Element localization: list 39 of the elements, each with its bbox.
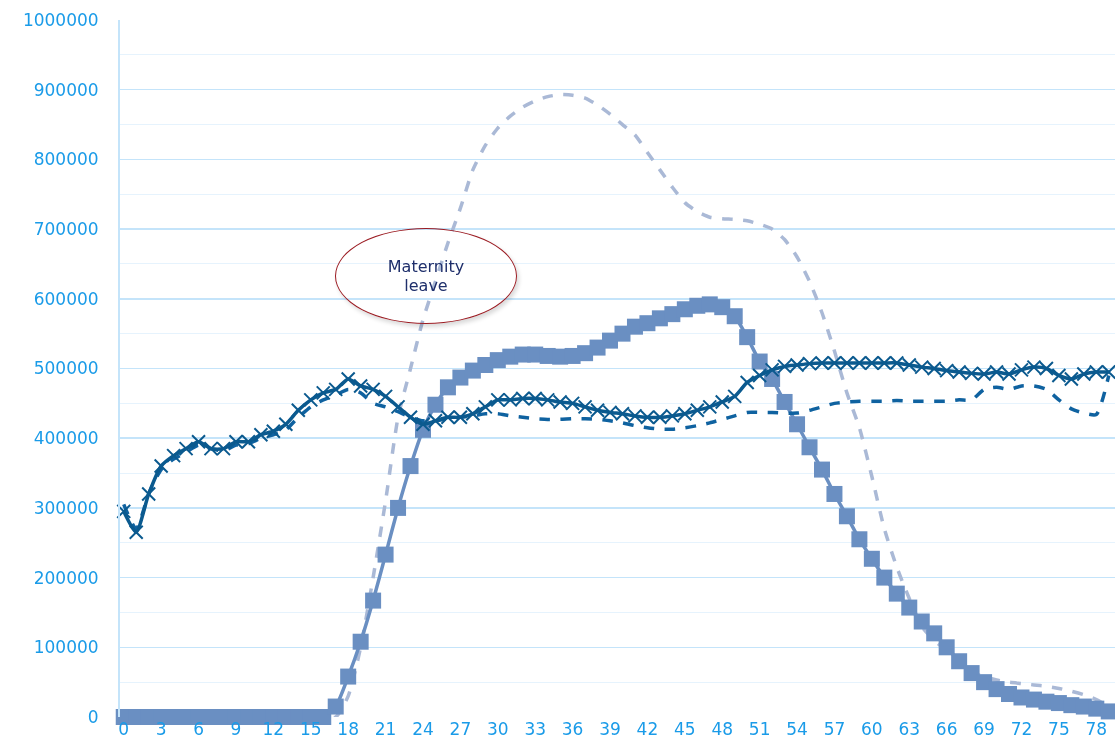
annotation: Maternity leave xyxy=(335,228,517,324)
x-tick-label: 72 xyxy=(1010,719,1033,739)
x-tick-label: 75 xyxy=(1048,719,1070,739)
y-tick-label: 400000 xyxy=(33,428,99,449)
y-tick-label: 1000000 xyxy=(22,9,99,30)
x-tick-label: 33 xyxy=(524,719,547,739)
x-tick-label: 39 xyxy=(599,719,621,739)
x-tick-label: 78 xyxy=(1085,719,1108,739)
y-tick-label: 600000 xyxy=(33,288,99,309)
x-tick-label: 66 xyxy=(935,719,958,739)
x-tick-label: 48 xyxy=(711,719,734,739)
x-tick-label: 57 xyxy=(823,719,846,739)
x-tick-label: 54 xyxy=(786,719,808,739)
y-tick-label: 700000 xyxy=(33,219,99,240)
x-tick-label: 24 xyxy=(412,719,434,739)
x-tick-label: 18 xyxy=(337,719,359,739)
y-tick-label: 800000 xyxy=(33,149,99,170)
x-tick-label: 3 xyxy=(155,719,167,739)
y-tick-label: 500000 xyxy=(33,358,99,379)
y-tick-label: 200000 xyxy=(33,567,99,588)
x-tick-label: 69 xyxy=(973,719,995,739)
x-tick-label: 15 xyxy=(299,719,322,739)
x-tick-label: 27 xyxy=(449,719,472,739)
x-tick-label: 12 xyxy=(262,719,285,739)
x-tick-label: 51 xyxy=(748,719,771,739)
x-tick-label: 42 xyxy=(636,719,659,739)
x-tick-label: 63 xyxy=(898,719,921,739)
x-tick-label: 30 xyxy=(486,719,509,739)
y-tick-label: 300000 xyxy=(33,497,99,518)
x-tick-label: 6 xyxy=(193,719,204,739)
x-tick-label: 9 xyxy=(230,719,242,739)
x-tick-label: 0 xyxy=(118,719,130,739)
x-tick-label: 21 xyxy=(374,719,397,739)
y-tick-label: 100000 xyxy=(33,637,99,658)
x-tick-label: 45 xyxy=(674,719,696,739)
line-series xyxy=(121,373,1111,531)
x-tick-label: 60 xyxy=(861,719,883,739)
x-tick-label: 36 xyxy=(561,719,584,739)
y-tick-label: 900000 xyxy=(33,79,99,100)
